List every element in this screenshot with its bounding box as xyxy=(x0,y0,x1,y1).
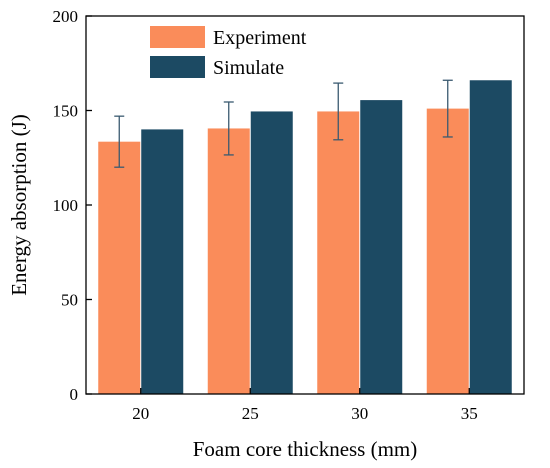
y-tick-label: 50 xyxy=(61,291,78,310)
y-tick-label: 150 xyxy=(53,102,79,121)
bar-experiment-25 xyxy=(207,128,250,394)
y-tick-label: 200 xyxy=(53,7,79,26)
error-bar-experiment-25 xyxy=(223,101,234,156)
bar-experiment-30 xyxy=(317,111,360,394)
bar-experiment-20 xyxy=(98,141,141,394)
legend: Experiment Simulate xyxy=(150,26,307,79)
x-tick-label: 20 xyxy=(132,404,149,423)
y-tick-label: 100 xyxy=(53,196,79,215)
x-tick-label: 25 xyxy=(242,404,259,423)
bar-simulate-25 xyxy=(250,111,293,394)
error-bar-experiment-20 xyxy=(114,115,125,168)
y-axis-label: Energy absorption (J) xyxy=(7,114,31,296)
bar-experiment-35 xyxy=(426,108,469,395)
bars-layer xyxy=(98,80,512,395)
x-tick-label: 35 xyxy=(461,404,478,423)
x-axis-ticks: 20 25 30 35 xyxy=(132,388,478,423)
legend-label-experiment: Experiment xyxy=(213,27,307,49)
x-axis-label: Foam core thickness (mm) xyxy=(193,437,418,461)
error-bar-experiment-30 xyxy=(333,82,344,141)
legend-swatch-simulate xyxy=(150,56,205,78)
bar-simulate-30 xyxy=(360,100,403,394)
y-tick-label: 0 xyxy=(70,385,79,404)
error-bar-experiment-35 xyxy=(442,79,453,138)
x-tick-label: 30 xyxy=(351,404,368,423)
legend-swatch-experiment xyxy=(150,26,205,48)
error-bars-layer xyxy=(114,79,453,168)
bar-simulate-35 xyxy=(469,80,512,394)
y-axis-ticks: 0 50 100 150 200 xyxy=(53,7,92,404)
legend-label-simulate: Simulate xyxy=(213,57,284,79)
bar-simulate-20 xyxy=(141,129,184,394)
